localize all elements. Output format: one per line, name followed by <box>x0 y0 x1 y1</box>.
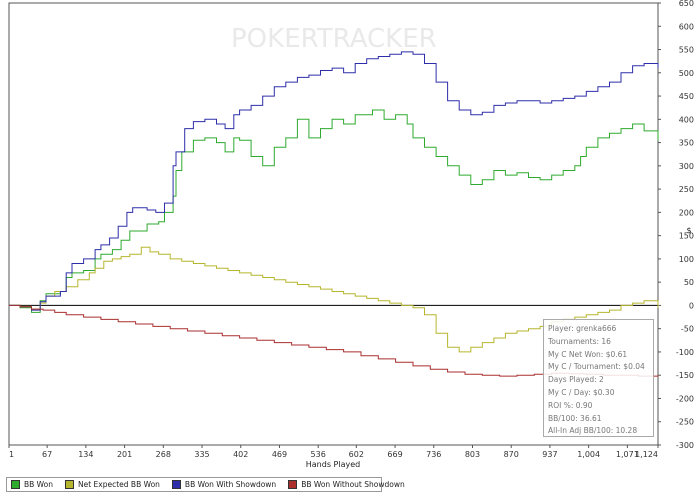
x-axis: 1 67 134 201 268 335 402 469 536 602 669 736 803 870 9… <box>8 445 659 459</box>
x-tick-label: 736 <box>426 450 441 459</box>
x-tick-label: 937 <box>542 450 557 459</box>
y-tick-label: -50 <box>681 325 694 334</box>
y-tick-label: 500 <box>679 69 694 78</box>
stat-roi: ROI %: 0.90 <box>548 400 593 410</box>
stat-days-played: Days Played: 2 <box>548 375 604 385</box>
watermark: POKERTRACKER <box>231 24 437 54</box>
y-tick-label: 150 <box>679 232 694 241</box>
x-axis-label: Hands Played <box>306 460 360 469</box>
legend-label: BB Won <box>24 480 53 489</box>
series-line-bb-won <box>9 109 659 313</box>
y-axis-label: $ <box>686 226 691 235</box>
y-tick-label: -100 <box>676 348 694 357</box>
y-tick-label: 650 <box>679 0 694 8</box>
x-tick-label: 1 <box>9 450 14 459</box>
stat-tournaments: Tournaments: 16 <box>548 336 611 346</box>
y-axis: 650600550500450400350300250200150100500-… <box>658 0 694 450</box>
stat-per-day: My C / Day: $0.30 <box>548 387 615 397</box>
y-tick-label: 250 <box>679 185 694 194</box>
legend-label: BB Won With Showdown <box>184 480 277 489</box>
legend-label: Net Expected BB Won <box>78 480 160 489</box>
legend-item-bb-won[interactable]: BB Won <box>11 480 53 489</box>
x-tick-label: 335 <box>194 450 209 459</box>
y-tick-label: 300 <box>679 162 694 171</box>
x-tick-label: 669 <box>387 450 402 459</box>
series-line-bb-won-with-showdown <box>9 51 659 311</box>
x-tick-label: 469 <box>272 450 287 459</box>
y-tick-label: 550 <box>679 46 694 55</box>
legend-item-without-showdown[interactable]: BB Won Without Showdown <box>288 480 405 489</box>
stat-net-won: My C Net Won: $0.61 <box>548 349 628 359</box>
legend-item-net-expected[interactable]: Net Expected BB Won <box>65 480 160 489</box>
legend-swatch <box>65 480 74 489</box>
legend-swatch <box>11 480 20 489</box>
y-tick-label: -200 <box>676 394 694 403</box>
y-tick-label: 50 <box>684 278 694 287</box>
x-tick-label: 1,124 <box>635 450 658 459</box>
y-tick-label: 200 <box>679 208 694 217</box>
x-tick-label: 134 <box>78 450 93 459</box>
y-tick-label: 350 <box>679 139 694 148</box>
y-tick-label: 0 <box>689 301 694 310</box>
y-tick-label: -150 <box>676 371 694 380</box>
stat-allin-bb100: All-In Adj BB/100: 10.28 <box>548 426 638 436</box>
legend-swatch <box>288 480 298 489</box>
stat-player: Player: grenka666 <box>548 324 617 333</box>
x-tick-label: 1,071 <box>616 450 639 459</box>
y-tick-label: -250 <box>676 418 694 427</box>
y-tick-label: 400 <box>679 115 694 124</box>
legend: BB Won Net Expected BB Won BB Won With S… <box>6 477 405 492</box>
stat-per-tournament: My C / Tournament: $0.04 <box>548 362 645 372</box>
x-tick-label: 1,004 <box>577 450 600 459</box>
x-tick-label: 402 <box>233 450 248 459</box>
legend-swatch <box>171 480 181 489</box>
stat-bb100: BB/100: 36.61 <box>548 413 602 423</box>
x-tick-label: 67 <box>42 450 52 459</box>
x-tick-label: 803 <box>465 450 480 459</box>
x-tick-label: 870 <box>504 450 519 459</box>
x-tick-label: 602 <box>349 450 364 459</box>
x-tick-label: 201 <box>117 450 132 459</box>
stats-box: Player: grenka666 Tournaments: 16 My C N… <box>543 319 654 437</box>
y-tick-label: -300 <box>676 441 694 450</box>
legend-item-with-showdown[interactable]: BB Won With Showdown <box>171 480 277 489</box>
legend-label: BB Won Without Showdown <box>301 480 405 489</box>
y-tick-label: 100 <box>679 255 694 264</box>
y-tick-label: 450 <box>679 92 694 101</box>
y-tick-label: 600 <box>679 22 694 31</box>
x-tick-label: 536 <box>311 450 326 459</box>
series-line-bb-won-without-showdown <box>9 304 659 377</box>
x-tick-label: 268 <box>156 450 171 459</box>
